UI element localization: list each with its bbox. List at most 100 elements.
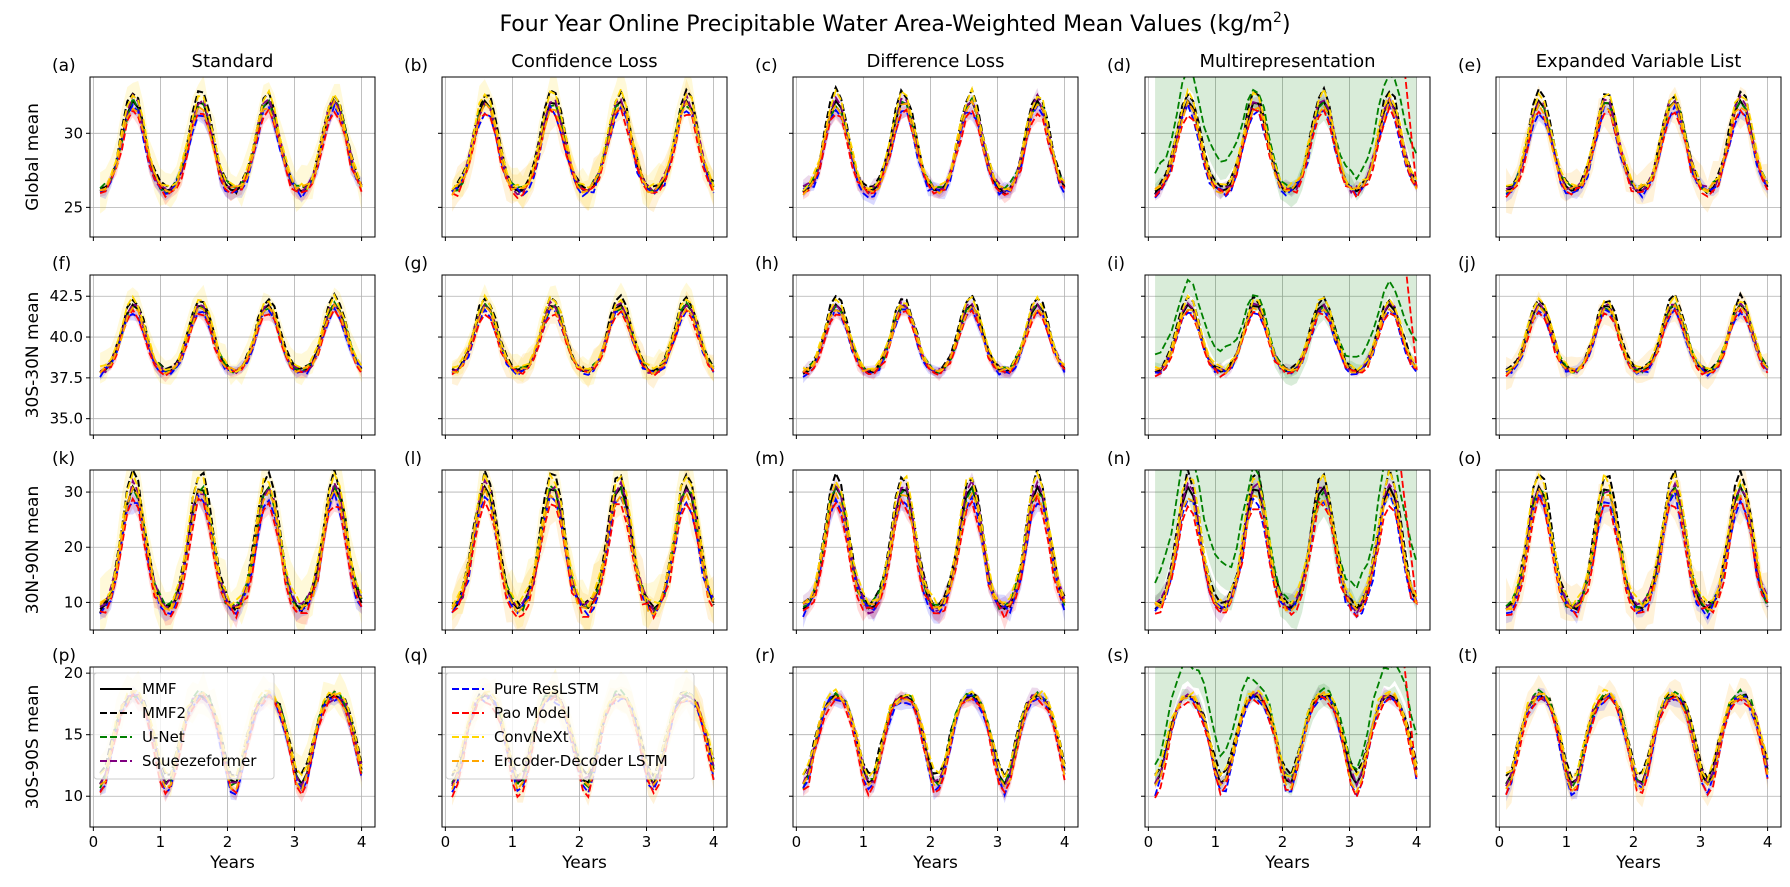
band-U-Net-wide	[1155, 275, 1417, 386]
axes-frame	[441, 469, 728, 631]
series-line-ConvNeXt	[1154, 294, 1418, 372]
x-tick-label: 3	[642, 833, 652, 851]
plot-area	[451, 77, 715, 213]
axes-frame	[792, 469, 1079, 631]
plot-area	[1505, 85, 1769, 215]
series-line-Squeezeformer	[802, 693, 1066, 789]
axes-frame	[1144, 666, 1431, 828]
series-line-U-Net	[1154, 470, 1418, 606]
x-axis-label: Years	[912, 853, 958, 873]
panel-label: (s)	[1107, 646, 1129, 666]
y-tick-label: 42.5	[50, 287, 83, 305]
series-line-U-Net	[1154, 77, 1418, 191]
x-axis-label: Years	[1264, 853, 1310, 873]
plot-area	[99, 77, 363, 214]
panel-label: (g)	[404, 254, 428, 274]
panel-label: (f)	[52, 254, 71, 274]
axes-frame	[1144, 274, 1431, 436]
x-axis-label: Years	[209, 853, 255, 873]
panel-label: (o)	[1458, 449, 1482, 469]
axes-frame	[1495, 469, 1782, 631]
panel-label: (p)	[52, 646, 76, 666]
band-Pao Model	[100, 489, 362, 629]
band-Pure ResLSTM	[803, 98, 1065, 206]
series-line-ConvNeXt	[1154, 86, 1418, 192]
legend-entry: U-Net	[142, 728, 185, 746]
plot-area	[1505, 290, 1769, 391]
panel-3-4: 0 1 2 3 4 (t) Years	[1458, 646, 1782, 873]
plot-area	[802, 687, 1066, 804]
panel-label: (n)	[1107, 449, 1131, 469]
legend-0: MMF MMF2 U-Net Squeezeformer	[93, 672, 275, 780]
series-line-ConvNeXt	[802, 295, 1066, 373]
series-line-Encoder-Decoder LSTM	[99, 99, 363, 194]
y-tick-label: 15	[64, 726, 83, 744]
legend-1: Pure ResLSTM Pao Model ConvNeXt Encoder-Dec…	[445, 672, 695, 780]
axes-frame	[441, 76, 728, 238]
x-tick-label: 1	[508, 833, 518, 851]
row-label: 30S-30N mean	[23, 292, 43, 419]
x-tick-label: 4	[1412, 833, 1422, 851]
series-line-Encoder-Decoder LSTM	[802, 98, 1066, 196]
x-tick-label: 4	[709, 833, 719, 851]
panel-1-1: (g)	[404, 254, 728, 439]
legend-box	[93, 672, 275, 780]
y-tick-label: 20	[64, 538, 83, 556]
series-line-ConvNeXt	[1505, 293, 1769, 374]
series-line-Encoder-Decoder LSTM	[1154, 489, 1418, 612]
series-line-Pao Model	[802, 695, 1066, 798]
panel-label: (l)	[404, 449, 422, 469]
x-tick-label: 4	[1060, 833, 1070, 851]
plot-area	[1505, 470, 1769, 630]
panel-label: (e)	[1458, 56, 1482, 76]
panel-label: (r)	[755, 646, 775, 666]
y-tick-label: 30	[64, 483, 83, 501]
series-line-Encoder-Decoder LSTM	[802, 489, 1066, 609]
x-tick-label: 4	[357, 833, 367, 851]
series-line-MMF2	[99, 90, 363, 195]
band-Encoder-Decoder LSTM	[452, 470, 714, 630]
panel-0-1: (b) Confidence Loss	[404, 51, 728, 241]
band-ConvNeXt	[452, 77, 714, 211]
series-line-Squeezeformer	[1505, 94, 1769, 194]
series-line-Pao Model	[99, 496, 363, 620]
legend-entry: Pao Model	[494, 704, 571, 722]
x-tick-label: 2	[223, 833, 233, 851]
plot-area	[1505, 674, 1769, 811]
series-line-Encoder-Decoder LSTM	[451, 100, 715, 196]
band-Pure ResLSTM	[100, 97, 362, 203]
legend-entry: MMF	[142, 680, 177, 698]
x-tick-label: 1	[1562, 833, 1572, 851]
panel-3-3: 0 1 2 3 4 (s) Years	[1107, 646, 1431, 873]
y-tick-label: 25	[64, 198, 83, 216]
series-line-Pure ResLSTM	[1505, 489, 1769, 620]
panel-label: (b)	[404, 56, 428, 76]
series-line-Encoder-Decoder LSTM	[1505, 303, 1769, 375]
series-line-Encoder-Decoder LSTM	[99, 485, 363, 613]
panel-2-4: (o)	[1458, 449, 1782, 634]
figure-title: Four Year Online Precipitable Water Area…	[499, 10, 1290, 37]
series-line-Pao Model	[1154, 667, 1418, 800]
column-title: Difference Loss	[867, 51, 1005, 72]
panel-3-2: 0 1 2 3 4 (r) Years	[755, 646, 1079, 873]
axes-frame	[441, 666, 728, 828]
panel-label: (h)	[755, 254, 779, 274]
series-line-Pure ResLSTM	[1154, 308, 1418, 376]
panel-0-3: (d) Multirepresentation	[1107, 51, 1431, 241]
x-tick-label: 0	[441, 833, 451, 851]
plot-area	[802, 293, 1066, 384]
x-tick-label: 0	[792, 833, 802, 851]
series-line-ConvNeXt	[1154, 470, 1418, 609]
series-line-ConvNeXt	[802, 470, 1066, 612]
legend-entry: ConvNeXt	[494, 728, 569, 746]
y-tick-label: 30	[64, 124, 83, 142]
y-tick-label: 10	[64, 787, 83, 805]
plot-area	[451, 470, 715, 630]
series-line-ConvNeXt	[802, 688, 1066, 782]
band-ConvNeXt	[452, 470, 714, 630]
band-ConvNeXt	[452, 282, 714, 386]
panel-label: (j)	[1458, 254, 1476, 274]
series-line-Encoder-Decoder LSTM	[1505, 485, 1769, 612]
series-line-Squeezeformer	[1154, 96, 1418, 196]
